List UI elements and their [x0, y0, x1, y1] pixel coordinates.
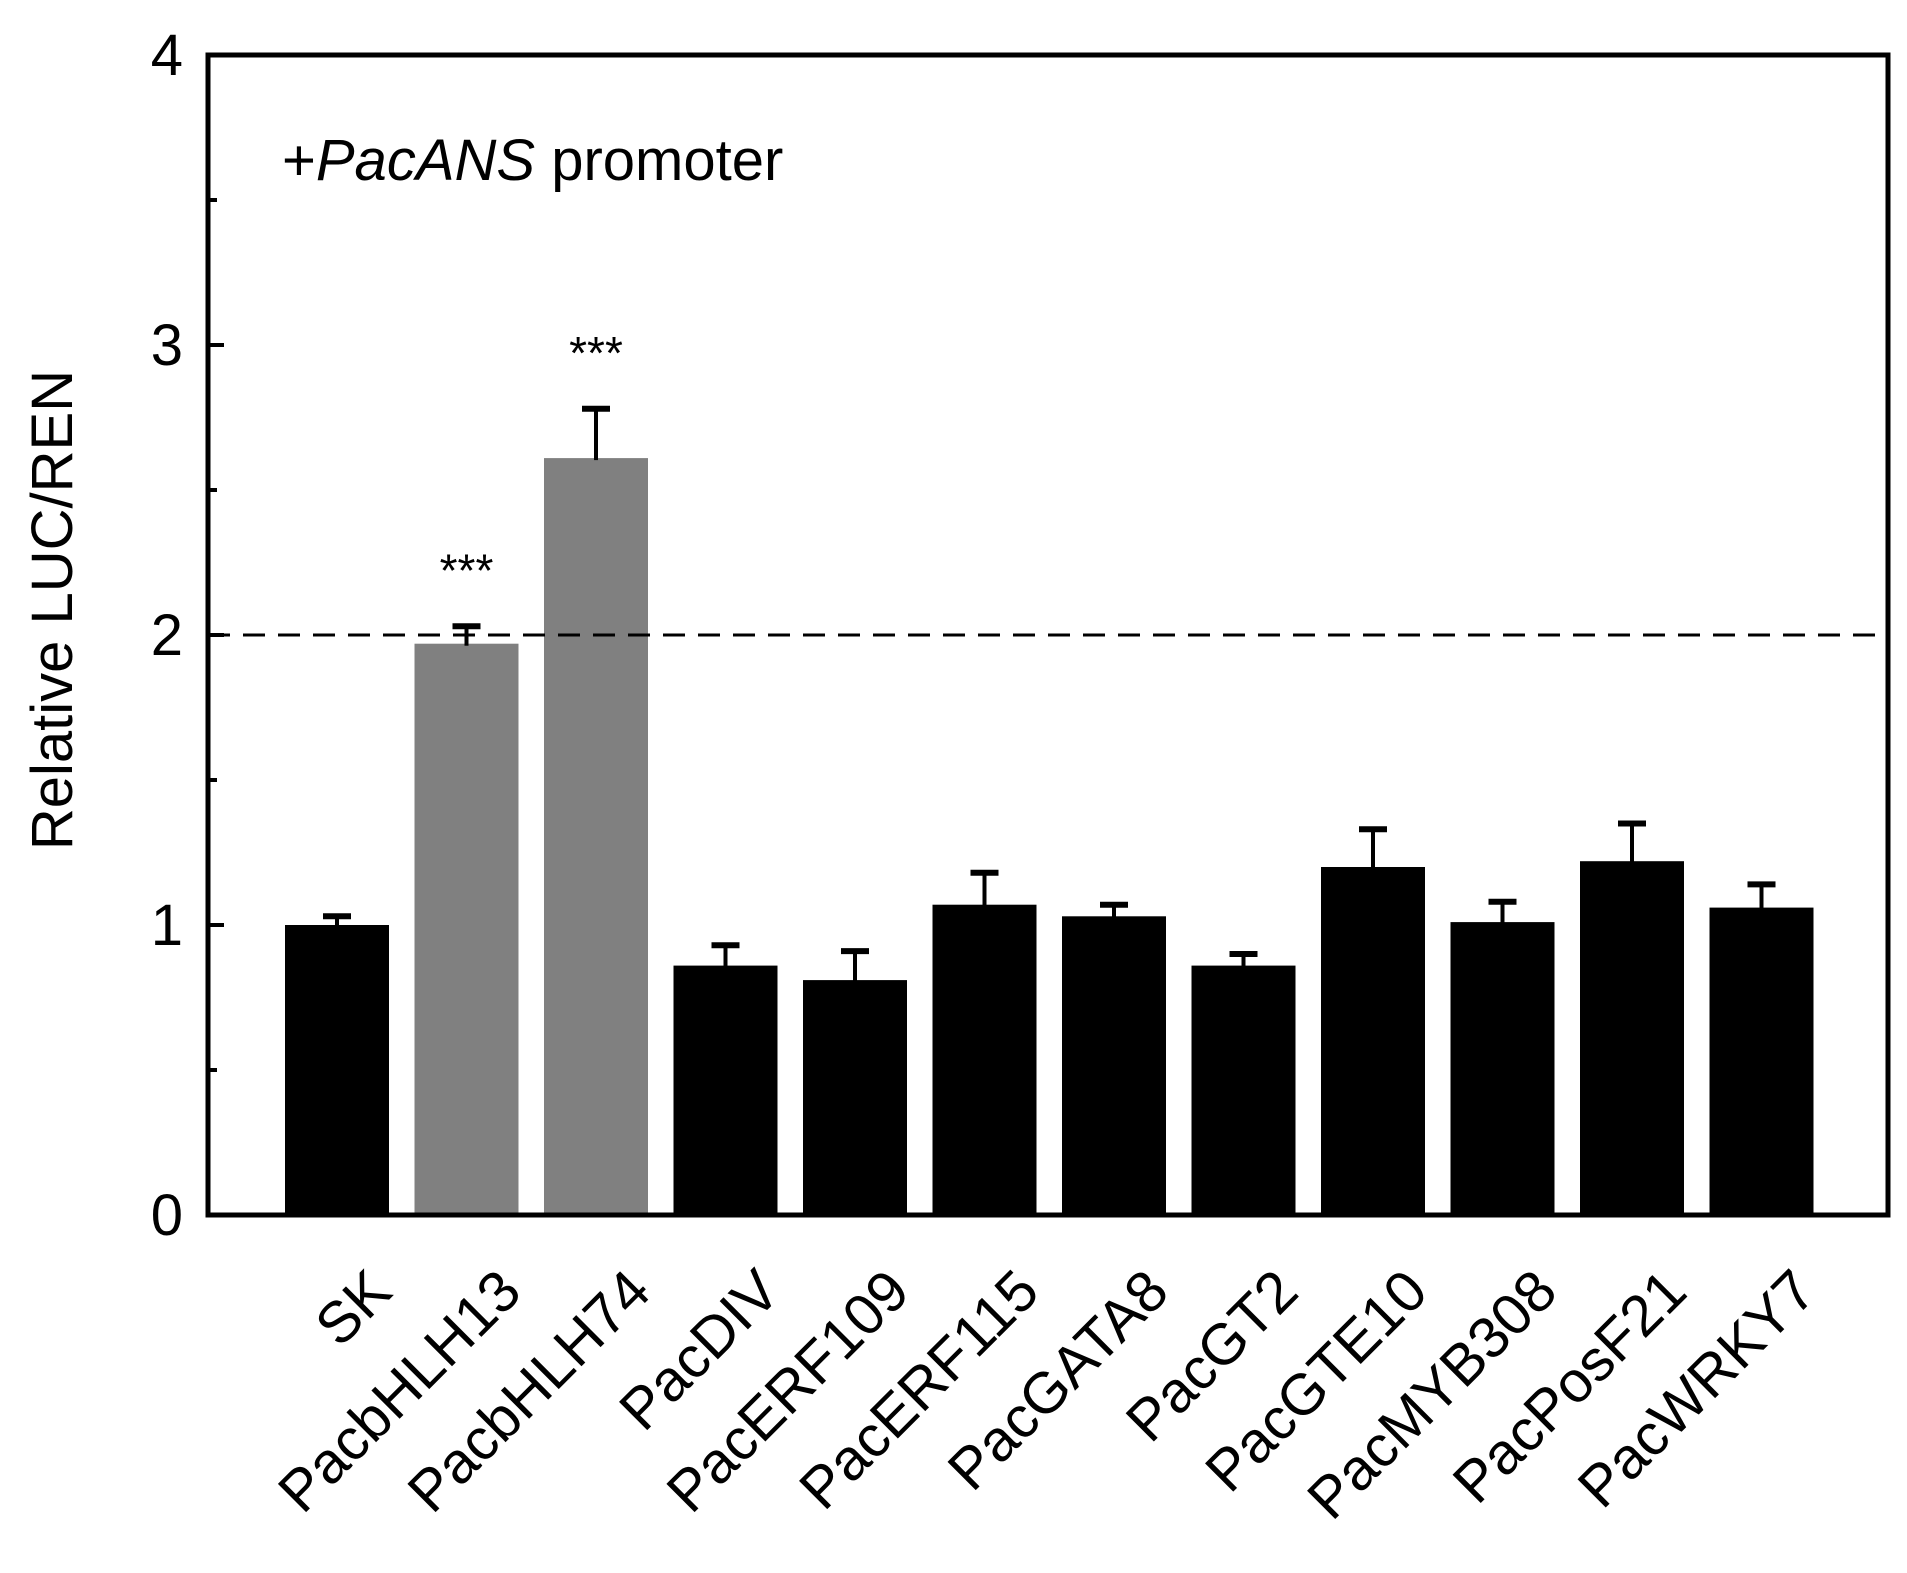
bar-pacgte10	[1321, 867, 1425, 1215]
bar-pacwrky7	[1709, 907, 1814, 1215]
annotation-gene: PacANS	[316, 128, 536, 193]
annotation-suffix: promoter	[535, 128, 783, 193]
bar-pacbhlh13	[414, 643, 519, 1215]
bar-pacmyb308	[1450, 922, 1555, 1215]
y-tick-label: 1	[151, 893, 183, 958]
significance-pacbhlh74: ***	[569, 327, 623, 379]
bar-pacerf115	[932, 904, 1037, 1215]
bar-pacbhlh74	[544, 458, 648, 1216]
y-axis: 0 1 2 3 4	[151, 23, 224, 1248]
y-axis-label: Relative LUC/REN	[20, 370, 85, 850]
y-tick-label: 4	[151, 23, 183, 88]
bar-pacgata8	[1062, 916, 1166, 1215]
bar-pacerf109	[803, 980, 907, 1215]
bar-pacdiv	[673, 965, 778, 1215]
bar-sk	[285, 925, 389, 1215]
y-tick-label: 0	[151, 1183, 183, 1248]
significance-pacbhlh13: ***	[440, 544, 494, 596]
bar-pacposf21	[1580, 861, 1684, 1215]
bar-pacgt2	[1191, 965, 1296, 1215]
x-axis-labels: SKPacbHLH13PacbHLH74PacDIVPacERF109PacER…	[266, 1257, 1828, 1531]
y-tick-label: 2	[151, 603, 183, 668]
y-tick-label: 3	[151, 313, 183, 378]
chart-annotation: +PacANS promoter	[282, 128, 783, 193]
bars-layer	[285, 458, 1814, 1216]
annotation-prefix: +	[282, 128, 316, 193]
x-tick-label-sk: SK	[303, 1257, 404, 1358]
significance-layer: *** ***	[440, 327, 623, 597]
error-bars-layer	[323, 405, 1776, 983]
